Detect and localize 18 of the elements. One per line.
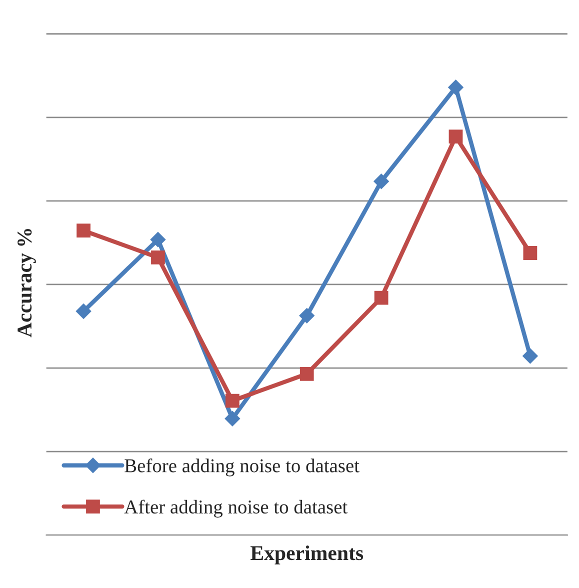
x-axis-title: Experiments — [250, 545, 364, 564]
point — [224, 411, 240, 426]
point — [76, 304, 92, 319]
legend-label: Before adding noise to dataset — [124, 458, 360, 476]
point — [522, 348, 538, 364]
point — [299, 308, 314, 324]
legend-label: After adding noise to dataset — [124, 500, 348, 518]
point — [225, 394, 240, 408]
point — [151, 250, 165, 264]
point — [76, 224, 90, 238]
point — [150, 232, 166, 248]
point — [448, 130, 463, 144]
point — [523, 246, 538, 260]
point — [448, 80, 464, 95]
point — [300, 366, 314, 381]
y-axis-title: Accuracy % — [18, 228, 36, 338]
point — [374, 174, 389, 189]
point — [374, 290, 388, 305]
